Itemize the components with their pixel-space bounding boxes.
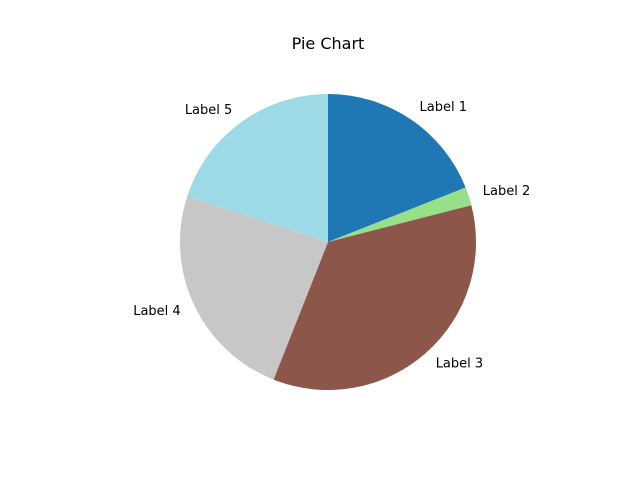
pie-slice-1 bbox=[328, 94, 466, 242]
pie-slices bbox=[179, 94, 477, 391]
pie-slice-4 bbox=[179, 196, 328, 380]
pie-label-1: Label 1 bbox=[420, 100, 467, 115]
pie-label-2: Label 2 bbox=[483, 184, 530, 199]
pie-label-5: Label 5 bbox=[185, 103, 232, 118]
pie-slice-5 bbox=[187, 94, 328, 242]
pie-label-3: Label 3 bbox=[436, 357, 483, 372]
pie-labels: Label 1 Label 2 Label 3 Label 4 Label 5 bbox=[133, 100, 530, 372]
pie-label-4: Label 4 bbox=[133, 304, 180, 319]
pie-slice-2 bbox=[328, 187, 472, 242]
pie-slice-3 bbox=[273, 205, 477, 391]
chart-title: Pie Chart bbox=[292, 34, 365, 53]
